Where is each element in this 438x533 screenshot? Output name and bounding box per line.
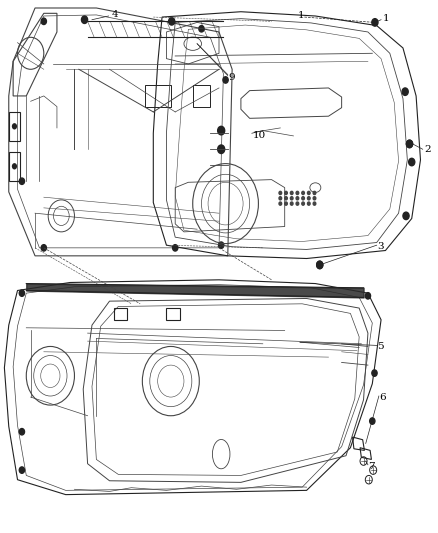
- Circle shape: [317, 261, 323, 269]
- Circle shape: [313, 202, 316, 205]
- Circle shape: [403, 212, 409, 220]
- Circle shape: [19, 178, 25, 184]
- Text: 4: 4: [112, 11, 118, 19]
- Circle shape: [169, 18, 175, 25]
- Circle shape: [12, 123, 17, 130]
- Circle shape: [223, 77, 228, 83]
- Text: 10: 10: [253, 132, 266, 140]
- Circle shape: [285, 197, 287, 200]
- Circle shape: [365, 293, 371, 299]
- Text: 9: 9: [229, 73, 235, 82]
- Text: 2: 2: [424, 145, 431, 154]
- Circle shape: [302, 191, 304, 195]
- Bar: [193, 85, 210, 107]
- Circle shape: [173, 245, 178, 251]
- Circle shape: [302, 202, 304, 205]
- Text: 1: 1: [383, 14, 390, 23]
- Circle shape: [296, 191, 299, 195]
- Circle shape: [307, 197, 310, 200]
- Circle shape: [219, 242, 224, 248]
- Circle shape: [290, 191, 293, 195]
- Circle shape: [296, 197, 299, 200]
- Circle shape: [19, 467, 25, 473]
- Bar: [9, 152, 20, 181]
- Bar: [9, 112, 20, 141]
- Bar: [114, 308, 127, 320]
- Circle shape: [307, 202, 310, 205]
- Circle shape: [313, 197, 316, 200]
- Circle shape: [406, 140, 413, 148]
- Text: 7: 7: [368, 462, 374, 471]
- Circle shape: [290, 197, 293, 200]
- Bar: [166, 308, 180, 320]
- Circle shape: [218, 126, 225, 135]
- Text: 6: 6: [380, 393, 386, 401]
- Circle shape: [285, 202, 287, 205]
- Circle shape: [81, 16, 88, 23]
- Circle shape: [307, 191, 310, 195]
- Bar: [145, 85, 171, 107]
- Circle shape: [19, 429, 25, 435]
- Circle shape: [372, 19, 378, 26]
- Circle shape: [409, 158, 415, 166]
- Circle shape: [19, 290, 25, 296]
- Circle shape: [317, 261, 323, 269]
- Circle shape: [285, 191, 287, 195]
- Circle shape: [370, 418, 375, 424]
- Circle shape: [302, 197, 304, 200]
- Text: 5: 5: [378, 342, 384, 351]
- Circle shape: [199, 26, 204, 32]
- Circle shape: [279, 197, 282, 200]
- Circle shape: [279, 202, 282, 205]
- Circle shape: [218, 145, 225, 154]
- Circle shape: [279, 191, 282, 195]
- Text: 1: 1: [298, 12, 304, 20]
- Circle shape: [402, 88, 408, 95]
- Text: 3: 3: [378, 243, 384, 251]
- Circle shape: [290, 202, 293, 205]
- Circle shape: [12, 163, 17, 169]
- Circle shape: [296, 202, 299, 205]
- Circle shape: [313, 191, 316, 195]
- Circle shape: [41, 18, 46, 25]
- Circle shape: [406, 140, 413, 148]
- Circle shape: [41, 245, 46, 251]
- Circle shape: [372, 370, 377, 376]
